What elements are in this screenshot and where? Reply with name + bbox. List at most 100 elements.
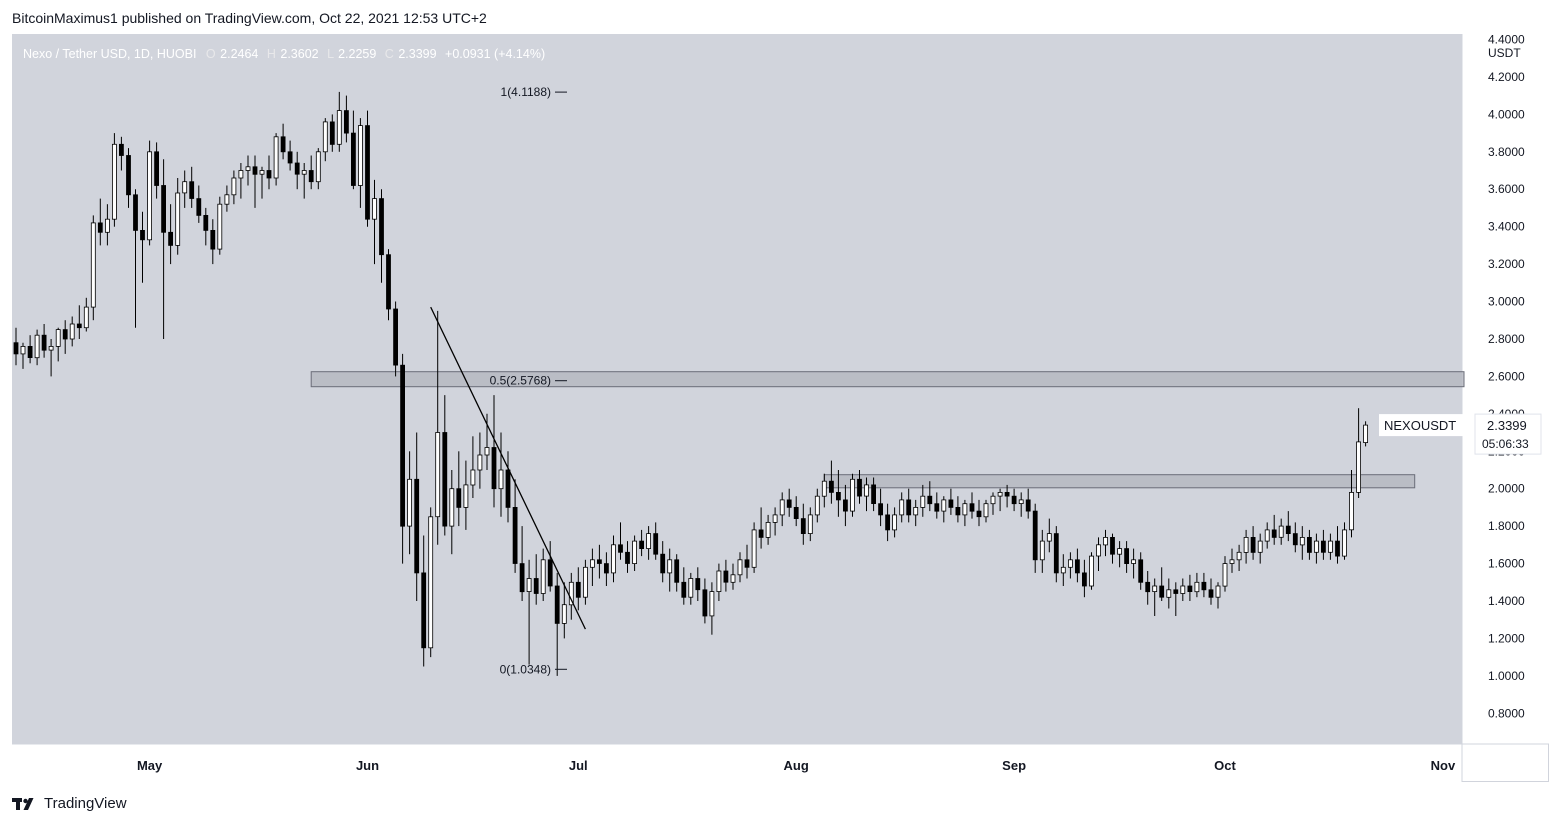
candle[interactable] xyxy=(294,151,300,190)
candle[interactable] xyxy=(1264,522,1270,549)
candle[interactable] xyxy=(477,432,483,489)
candle[interactable] xyxy=(393,301,399,377)
candle[interactable] xyxy=(400,353,406,564)
candle[interactable] xyxy=(245,155,251,186)
candle[interactable] xyxy=(836,470,841,517)
candle[interactable] xyxy=(217,196,223,255)
resistance-zone[interactable] xyxy=(310,371,1465,388)
candle[interactable] xyxy=(786,488,792,517)
candle[interactable] xyxy=(308,155,314,190)
candle[interactable] xyxy=(695,567,701,601)
candle[interactable] xyxy=(772,507,778,536)
price-scale[interactable] xyxy=(1462,34,1549,744)
candle[interactable] xyxy=(1180,578,1186,602)
candle[interactable] xyxy=(751,522,757,573)
candle[interactable] xyxy=(540,548,546,601)
candle[interactable] xyxy=(1335,526,1340,564)
candle[interactable] xyxy=(105,204,110,246)
candle[interactable] xyxy=(730,563,736,590)
candle[interactable] xyxy=(379,189,384,283)
candle[interactable] xyxy=(69,316,75,347)
candle[interactable] xyxy=(618,522,623,560)
candle[interactable] xyxy=(1201,572,1207,598)
candle[interactable] xyxy=(793,496,799,527)
candle[interactable] xyxy=(554,572,560,676)
candle[interactable] xyxy=(126,148,131,208)
candle[interactable] xyxy=(421,535,427,667)
candle[interactable] xyxy=(498,432,504,517)
candle[interactable] xyxy=(653,522,659,560)
candle[interactable] xyxy=(414,432,420,602)
candle[interactable] xyxy=(336,91,342,152)
candle[interactable] xyxy=(765,514,771,545)
candle[interactable] xyxy=(990,492,996,515)
candle[interactable] xyxy=(231,170,237,205)
candle[interactable] xyxy=(1032,503,1038,573)
candle[interactable] xyxy=(1236,544,1242,571)
price-chart[interactable]: 1(4.1188) 0.5(2.5768) 0(1.0348) Nexo / Tet… xyxy=(12,34,1549,782)
candle[interactable] xyxy=(41,324,47,358)
candle[interactable] xyxy=(442,395,448,536)
candle[interactable] xyxy=(688,572,694,605)
candle[interactable] xyxy=(435,310,441,545)
candle[interactable] xyxy=(1018,492,1024,517)
candle[interactable] xyxy=(224,185,230,212)
candle[interactable] xyxy=(273,133,279,186)
candle[interactable] xyxy=(660,541,666,583)
candle[interactable] xyxy=(632,535,637,572)
chart-pane[interactable] xyxy=(12,34,1462,744)
candle[interactable] xyxy=(322,118,328,162)
candle[interactable] xyxy=(343,95,349,143)
candle[interactable] xyxy=(154,142,160,199)
candle[interactable] xyxy=(196,185,202,223)
candle[interactable] xyxy=(667,548,673,592)
candle[interactable] xyxy=(1194,572,1200,598)
candle[interactable] xyxy=(1342,522,1347,560)
candle[interactable] xyxy=(34,329,40,366)
candle[interactable] xyxy=(189,166,195,208)
candle[interactable] xyxy=(20,342,26,369)
candle[interactable] xyxy=(1187,574,1193,601)
candle[interactable] xyxy=(350,110,356,190)
candle[interactable] xyxy=(850,473,855,517)
candle[interactable] xyxy=(821,473,827,508)
candle[interactable] xyxy=(1271,514,1277,545)
candle[interactable] xyxy=(800,503,806,545)
candle[interactable] xyxy=(1124,541,1129,573)
candle[interactable] xyxy=(913,499,919,527)
candle[interactable] xyxy=(526,559,532,665)
candle[interactable] xyxy=(175,178,181,255)
candle[interactable] xyxy=(969,492,975,519)
candle[interactable] xyxy=(1082,559,1087,598)
breakout-zone[interactable] xyxy=(823,474,1416,489)
candle[interactable] xyxy=(1011,488,1017,512)
candle[interactable] xyxy=(1257,533,1263,564)
candle[interactable] xyxy=(266,155,272,190)
candle[interactable] xyxy=(561,582,567,639)
candle[interactable] xyxy=(1278,518,1284,545)
candle[interactable] xyxy=(280,123,286,160)
candle[interactable] xyxy=(1314,533,1319,564)
candle[interactable] xyxy=(843,484,848,527)
candle[interactable] xyxy=(449,470,455,555)
candle[interactable] xyxy=(575,567,581,611)
candle[interactable] xyxy=(168,204,174,265)
candle[interactable] xyxy=(744,544,750,579)
candle[interactable] xyxy=(407,451,413,555)
candle[interactable] xyxy=(519,526,525,601)
candle[interactable] xyxy=(287,140,293,171)
candle[interactable] xyxy=(829,460,834,504)
descending-trendline[interactable] xyxy=(430,306,586,630)
candle[interactable] xyxy=(133,189,138,328)
candle[interactable] xyxy=(161,159,167,339)
candle[interactable] xyxy=(112,133,117,227)
candle[interactable] xyxy=(681,567,687,605)
candle[interactable] xyxy=(512,479,518,573)
candle[interactable] xyxy=(639,529,644,557)
candle[interactable] xyxy=(737,552,743,583)
candle[interactable] xyxy=(140,211,145,283)
candle[interactable] xyxy=(597,544,602,579)
candle[interactable] xyxy=(470,436,476,498)
candle[interactable] xyxy=(83,297,89,332)
candle[interactable] xyxy=(1356,408,1361,498)
